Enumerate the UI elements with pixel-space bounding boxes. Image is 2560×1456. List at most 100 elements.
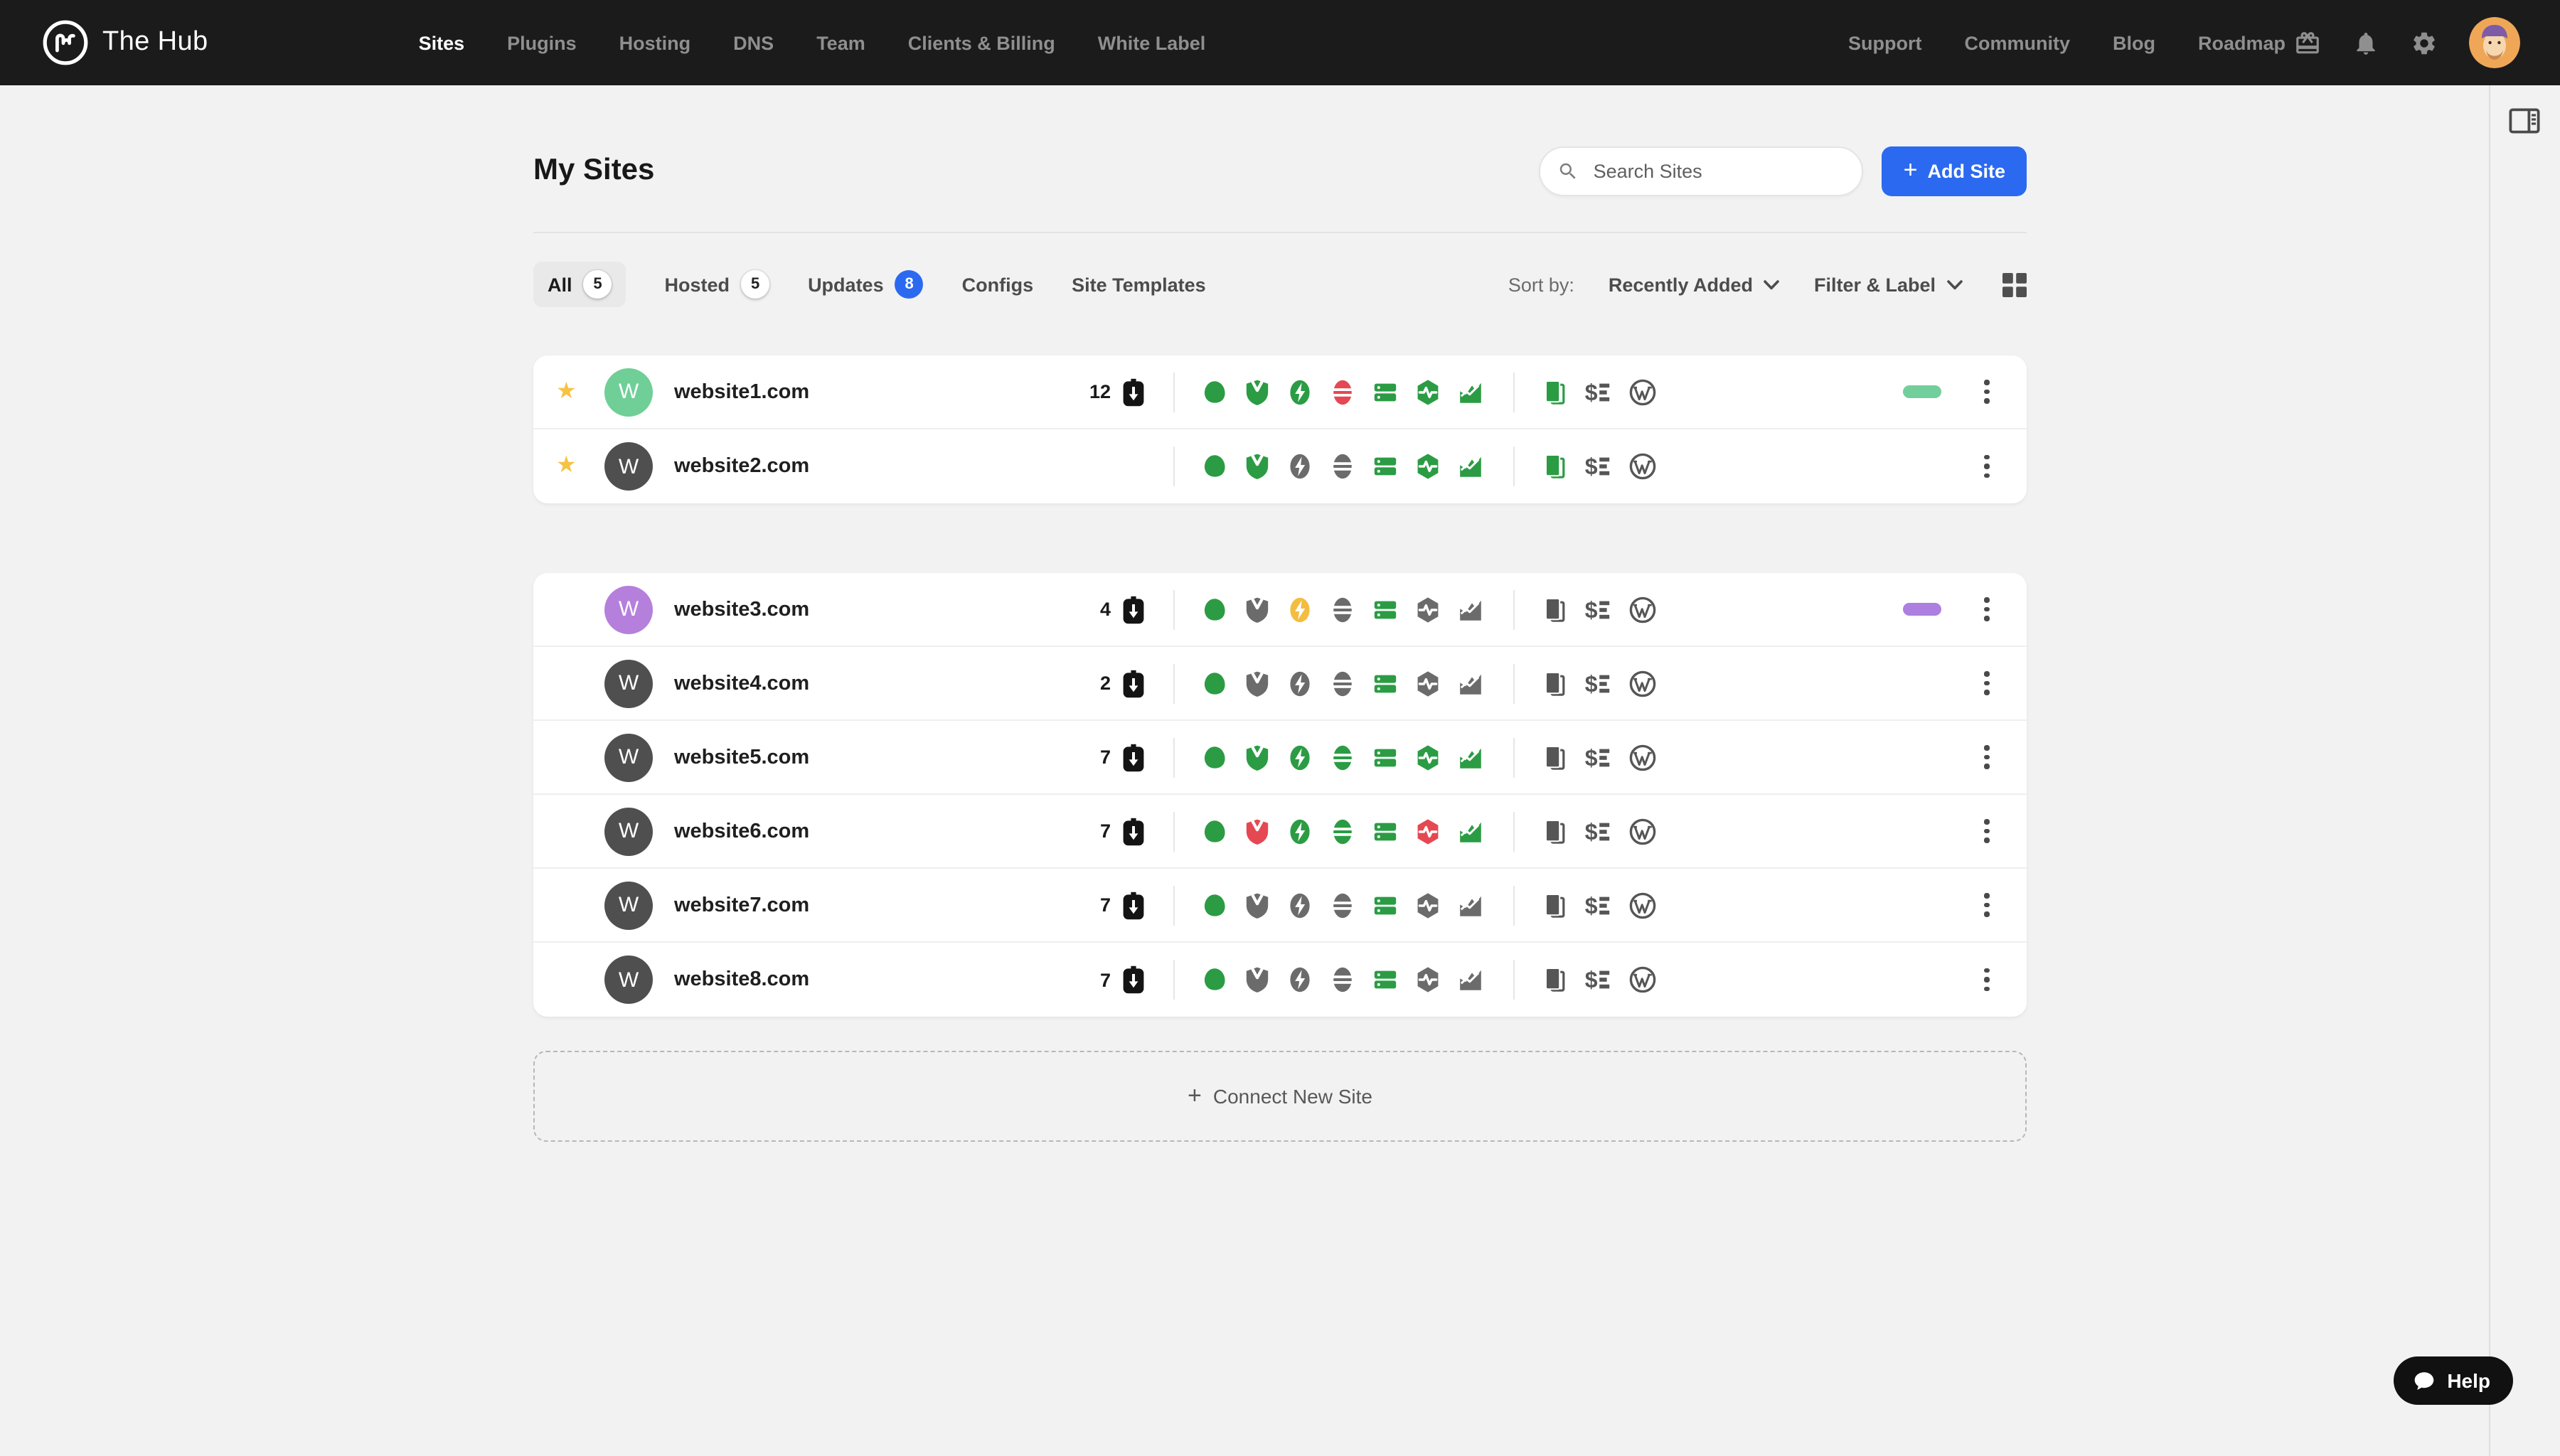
wordpress-icon[interactable] bbox=[1628, 595, 1657, 623]
reports-icon[interactable] bbox=[1540, 595, 1569, 623]
nav-item-dns[interactable]: DNS bbox=[733, 32, 774, 53]
row-menu-kebab-icon[interactable] bbox=[1978, 893, 1995, 917]
wordpress-icon[interactable] bbox=[1628, 891, 1657, 919]
nav-item-hosting[interactable]: Hosting bbox=[619, 32, 691, 53]
uptime-icon[interactable] bbox=[1414, 817, 1442, 845]
hummingbird-icon[interactable] bbox=[1286, 378, 1314, 406]
row-menu-kebab-icon[interactable] bbox=[1978, 597, 1995, 621]
nav-item-sites[interactable]: Sites bbox=[418, 32, 465, 53]
row-menu-kebab-icon[interactable] bbox=[1978, 380, 1995, 404]
defender-icon[interactable] bbox=[1243, 669, 1271, 697]
reports-icon[interactable] bbox=[1540, 891, 1569, 919]
analytics-icon[interactable] bbox=[1456, 595, 1485, 623]
filter-label-dropdown[interactable]: Filter & Label bbox=[1814, 274, 1963, 295]
snapshot-icon[interactable] bbox=[1371, 891, 1399, 919]
billing-icon[interactable]: $ bbox=[1584, 452, 1613, 481]
sort-dropdown[interactable]: Recently Added bbox=[1609, 274, 1780, 295]
help-button[interactable]: Help bbox=[2393, 1356, 2513, 1405]
analytics-icon[interactable] bbox=[1456, 378, 1485, 406]
uptime-icon[interactable] bbox=[1414, 669, 1442, 697]
defender-icon[interactable] bbox=[1243, 965, 1271, 994]
uptime-icon[interactable] bbox=[1414, 595, 1442, 623]
snapshot-icon[interactable] bbox=[1371, 743, 1399, 771]
uptime-icon[interactable] bbox=[1414, 891, 1442, 919]
uptime-icon[interactable] bbox=[1414, 965, 1442, 994]
billing-icon[interactable]: $ bbox=[1584, 965, 1613, 994]
smartcrawl-icon[interactable] bbox=[1328, 743, 1357, 771]
updates-available[interactable]: 4 bbox=[1014, 595, 1145, 623]
wordpress-icon[interactable] bbox=[1628, 452, 1657, 481]
reports-icon[interactable] bbox=[1540, 817, 1569, 845]
tab-hosted[interactable]: Hosted 5 bbox=[665, 262, 770, 307]
updates-available[interactable]: 7 bbox=[1014, 891, 1145, 919]
wordpress-icon[interactable] bbox=[1628, 669, 1657, 697]
smartcrawl-icon[interactable] bbox=[1328, 965, 1357, 994]
nav-item-community[interactable]: Community bbox=[1964, 32, 2070, 53]
uptime-icon[interactable] bbox=[1414, 743, 1442, 771]
smartcrawl-icon[interactable] bbox=[1328, 891, 1357, 919]
smartcrawl-icon[interactable] bbox=[1328, 452, 1357, 481]
panel-toggle-icon[interactable] bbox=[2509, 108, 2540, 134]
wordpress-icon[interactable] bbox=[1628, 378, 1657, 406]
site-name[interactable]: website6.com bbox=[674, 820, 810, 842]
analytics-icon[interactable] bbox=[1456, 743, 1485, 771]
tab-all[interactable]: All 5 bbox=[533, 262, 626, 307]
reports-icon[interactable] bbox=[1540, 452, 1569, 481]
smartcrawl-icon[interactable] bbox=[1328, 378, 1357, 406]
billing-icon[interactable]: $ bbox=[1584, 378, 1613, 406]
snapshot-icon[interactable] bbox=[1371, 965, 1399, 994]
site-name[interactable]: website3.com bbox=[674, 598, 810, 621]
smush-icon[interactable] bbox=[1200, 817, 1229, 845]
nav-item-plugins[interactable]: Plugins bbox=[507, 32, 577, 53]
defender-icon[interactable] bbox=[1243, 817, 1271, 845]
user-avatar[interactable] bbox=[2469, 17, 2520, 68]
billing-icon[interactable]: $ bbox=[1584, 891, 1613, 919]
hummingbird-icon[interactable] bbox=[1286, 891, 1314, 919]
hummingbird-icon[interactable] bbox=[1286, 743, 1314, 771]
favorite-star-icon[interactable]: ★ bbox=[556, 454, 577, 478]
snapshot-icon[interactable] bbox=[1371, 669, 1399, 697]
wordpress-icon[interactable] bbox=[1628, 965, 1657, 994]
site-name[interactable]: website1.com bbox=[674, 380, 810, 403]
row-menu-kebab-icon[interactable] bbox=[1978, 745, 1995, 769]
add-site-button[interactable]: + Add Site bbox=[1882, 146, 2027, 196]
billing-icon[interactable]: $ bbox=[1584, 669, 1613, 697]
connect-new-site-button[interactable]: + Connect New Site bbox=[533, 1051, 2027, 1142]
nav-item-roadmap[interactable]: Roadmap bbox=[2197, 32, 2286, 53]
updates-available[interactable]: 7 bbox=[1014, 965, 1145, 994]
smartcrawl-icon[interactable] bbox=[1328, 595, 1357, 623]
row-menu-kebab-icon[interactable] bbox=[1978, 968, 1995, 992]
analytics-icon[interactable] bbox=[1456, 817, 1485, 845]
grid-view-icon[interactable] bbox=[2002, 272, 2027, 296]
reports-icon[interactable] bbox=[1540, 378, 1569, 406]
defender-icon[interactable] bbox=[1243, 378, 1271, 406]
reports-icon[interactable] bbox=[1540, 743, 1569, 771]
search-input[interactable] bbox=[1590, 159, 1845, 183]
defender-icon[interactable] bbox=[1243, 452, 1271, 481]
tab-configs[interactable]: Configs bbox=[962, 265, 1034, 304]
defender-icon[interactable] bbox=[1243, 743, 1271, 771]
smush-icon[interactable] bbox=[1200, 378, 1229, 406]
analytics-icon[interactable] bbox=[1456, 452, 1485, 481]
nav-item-support[interactable]: Support bbox=[1847, 32, 1922, 53]
smush-icon[interactable] bbox=[1200, 891, 1229, 919]
smartcrawl-icon[interactable] bbox=[1328, 817, 1357, 845]
nav-item-team[interactable]: Team bbox=[816, 32, 865, 53]
wordpress-icon[interactable] bbox=[1628, 817, 1657, 845]
billing-icon[interactable]: $ bbox=[1584, 743, 1613, 771]
analytics-icon[interactable] bbox=[1456, 891, 1485, 919]
nav-item-white-label[interactable]: White Label bbox=[1097, 32, 1206, 53]
updates-available[interactable]: 7 bbox=[1014, 743, 1145, 771]
snapshot-icon[interactable] bbox=[1371, 378, 1399, 406]
favorite-star-icon[interactable]: ★ bbox=[556, 379, 577, 403]
nav-item-blog[interactable]: Blog bbox=[2112, 32, 2155, 53]
snapshot-icon[interactable] bbox=[1371, 452, 1399, 481]
bell-icon[interactable] bbox=[2352, 29, 2379, 56]
uptime-icon[interactable] bbox=[1414, 378, 1442, 406]
smush-icon[interactable] bbox=[1200, 965, 1229, 994]
updates-available[interactable]: 12 bbox=[1014, 378, 1145, 406]
